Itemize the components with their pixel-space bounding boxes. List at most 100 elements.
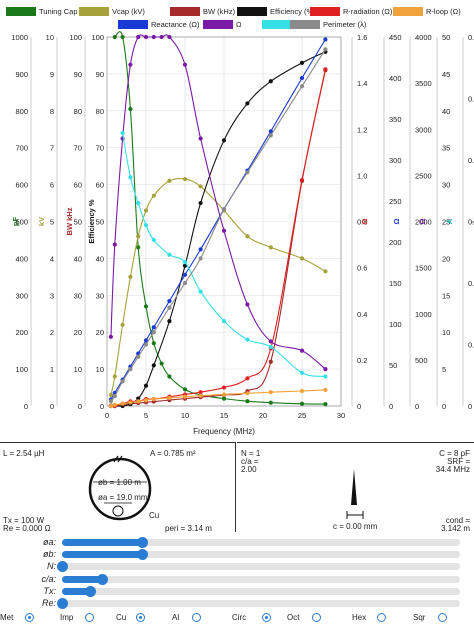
data-point bbox=[198, 256, 203, 261]
axis-tick-label: 400 bbox=[15, 254, 28, 263]
legend-swatch bbox=[6, 7, 36, 16]
axis-tick-label: 0.6 bbox=[357, 264, 367, 273]
legend-item[interactable]: Vcap (kV) bbox=[79, 7, 145, 16]
data-point bbox=[245, 391, 250, 396]
axis-tick-label: 450 bbox=[389, 33, 402, 42]
x-axis-label: Frequency (MHz) bbox=[193, 427, 255, 436]
legend-item[interactable]: Reactance (Ω) bbox=[118, 20, 200, 29]
data-point bbox=[128, 367, 133, 372]
data-point bbox=[198, 390, 203, 395]
axis-tick-label: 100 bbox=[91, 33, 104, 42]
data-point bbox=[299, 256, 305, 261]
axis-tick-label: 200 bbox=[389, 238, 402, 247]
axis-tick-label: 35 bbox=[442, 144, 450, 153]
data-point bbox=[182, 176, 188, 182]
slider-track[interactable] bbox=[62, 537, 460, 548]
axis-tick-label: 20 bbox=[74, 328, 82, 337]
slider-label: c/a: bbox=[41, 573, 56, 584]
series-group bbox=[108, 47, 328, 404]
slider-track[interactable] bbox=[62, 573, 460, 585]
slider-label: øb: bbox=[42, 549, 56, 560]
data-point bbox=[108, 334, 113, 339]
data-point bbox=[128, 106, 133, 112]
radio-button[interactable] bbox=[262, 613, 271, 622]
radio-button[interactable] bbox=[85, 613, 94, 622]
data-point bbox=[167, 252, 172, 257]
axis-tick-label: 250 bbox=[389, 197, 402, 206]
data-point bbox=[136, 245, 141, 250]
radio-label: Al bbox=[172, 613, 180, 622]
axis-tick-label: 40 bbox=[96, 254, 104, 263]
data-point bbox=[323, 374, 328, 379]
radio-button[interactable] bbox=[312, 613, 321, 622]
axis-tick-label: 700 bbox=[15, 144, 28, 153]
legend-swatch bbox=[79, 7, 109, 16]
ca-value: 2.00 bbox=[241, 465, 257, 474]
tx-readout: Tx = 100 W bbox=[3, 516, 45, 525]
data-point bbox=[120, 379, 125, 384]
legend-swatch bbox=[310, 7, 340, 16]
axis-tick-label: 10 bbox=[96, 365, 104, 374]
slider-thumb[interactable] bbox=[57, 598, 68, 609]
data-point bbox=[268, 79, 273, 84]
data-point bbox=[182, 280, 188, 286]
data-point bbox=[151, 341, 156, 346]
legend-item[interactable]: Perimeter (λ) bbox=[290, 20, 367, 29]
slider-row: øb: bbox=[0, 549, 474, 561]
slider-thumb[interactable] bbox=[136, 537, 148, 548]
slider-track[interactable] bbox=[62, 549, 460, 561]
data-point bbox=[151, 325, 156, 330]
slider-track[interactable] bbox=[57, 561, 460, 573]
data-point bbox=[299, 388, 305, 394]
legend-item[interactable]: R-loop (Ω) bbox=[393, 7, 461, 16]
axis-tick-label: 9 bbox=[50, 70, 54, 79]
legend-swatch bbox=[393, 7, 423, 16]
slider-thumb[interactable] bbox=[57, 561, 68, 573]
legend-item[interactable]: R-radiation (Ω) bbox=[310, 7, 393, 16]
slider-thumb[interactable] bbox=[136, 549, 148, 561]
slider-thumb[interactable] bbox=[96, 573, 108, 585]
radio-button[interactable] bbox=[192, 613, 201, 622]
radio-label: Met bbox=[0, 613, 14, 622]
oa-label: øa = 19.0 mm bbox=[98, 493, 148, 502]
data-point bbox=[136, 200, 141, 206]
data-point bbox=[167, 305, 172, 310]
radio-button[interactable] bbox=[438, 613, 447, 622]
legend-item[interactable]: Ω bbox=[203, 20, 242, 29]
axis-tick-label: 1.6 bbox=[357, 33, 367, 42]
data-point bbox=[128, 175, 133, 180]
axis-tick-label: 200 bbox=[15, 328, 28, 337]
data-point bbox=[299, 84, 305, 89]
data-point bbox=[143, 223, 149, 228]
axis-name: Ω bbox=[418, 218, 427, 224]
legend-item[interactable]: Tuning Cap (pF) bbox=[6, 7, 94, 16]
legend-label: BW (kHz) bbox=[203, 7, 236, 16]
legend-item[interactable]: Efficiency (%) bbox=[237, 7, 316, 16]
data-point bbox=[120, 401, 125, 406]
data-point bbox=[167, 34, 172, 40]
turns-readout: N = 1 bbox=[241, 449, 261, 458]
slider-track[interactable] bbox=[57, 598, 460, 609]
x-tick-label: 10 bbox=[181, 411, 189, 420]
axis-tick-label: 50 bbox=[389, 361, 397, 370]
axis-tick-label: 0.30 bbox=[468, 33, 474, 42]
radio-button[interactable] bbox=[136, 613, 145, 622]
legend-label: R-radiation (Ω) bbox=[343, 7, 393, 16]
series-line bbox=[110, 70, 326, 407]
radio-button[interactable] bbox=[377, 613, 386, 622]
legend-item[interactable]: BW (kHz) bbox=[170, 7, 236, 16]
coil-side-panel: N = 1 c/a = 2.00 C = 8 pF SRF = 34.4 MHz… bbox=[237, 442, 474, 533]
radio-label: Sqr bbox=[413, 613, 426, 622]
data-point bbox=[151, 193, 156, 198]
x-tick-label: 20 bbox=[259, 411, 267, 420]
axis-tick-label: 1 bbox=[50, 365, 54, 374]
data-point bbox=[182, 263, 188, 268]
data-point bbox=[120, 130, 125, 136]
radio-button[interactable] bbox=[25, 613, 34, 622]
axis-tick-label: 0 bbox=[468, 402, 472, 411]
slider-thumb[interactable] bbox=[84, 585, 96, 597]
data-point bbox=[323, 367, 328, 372]
slider-track[interactable] bbox=[62, 585, 460, 597]
srf-value: 34.4 MHz bbox=[435, 465, 470, 474]
axis-tick-label: 10 bbox=[74, 365, 82, 374]
